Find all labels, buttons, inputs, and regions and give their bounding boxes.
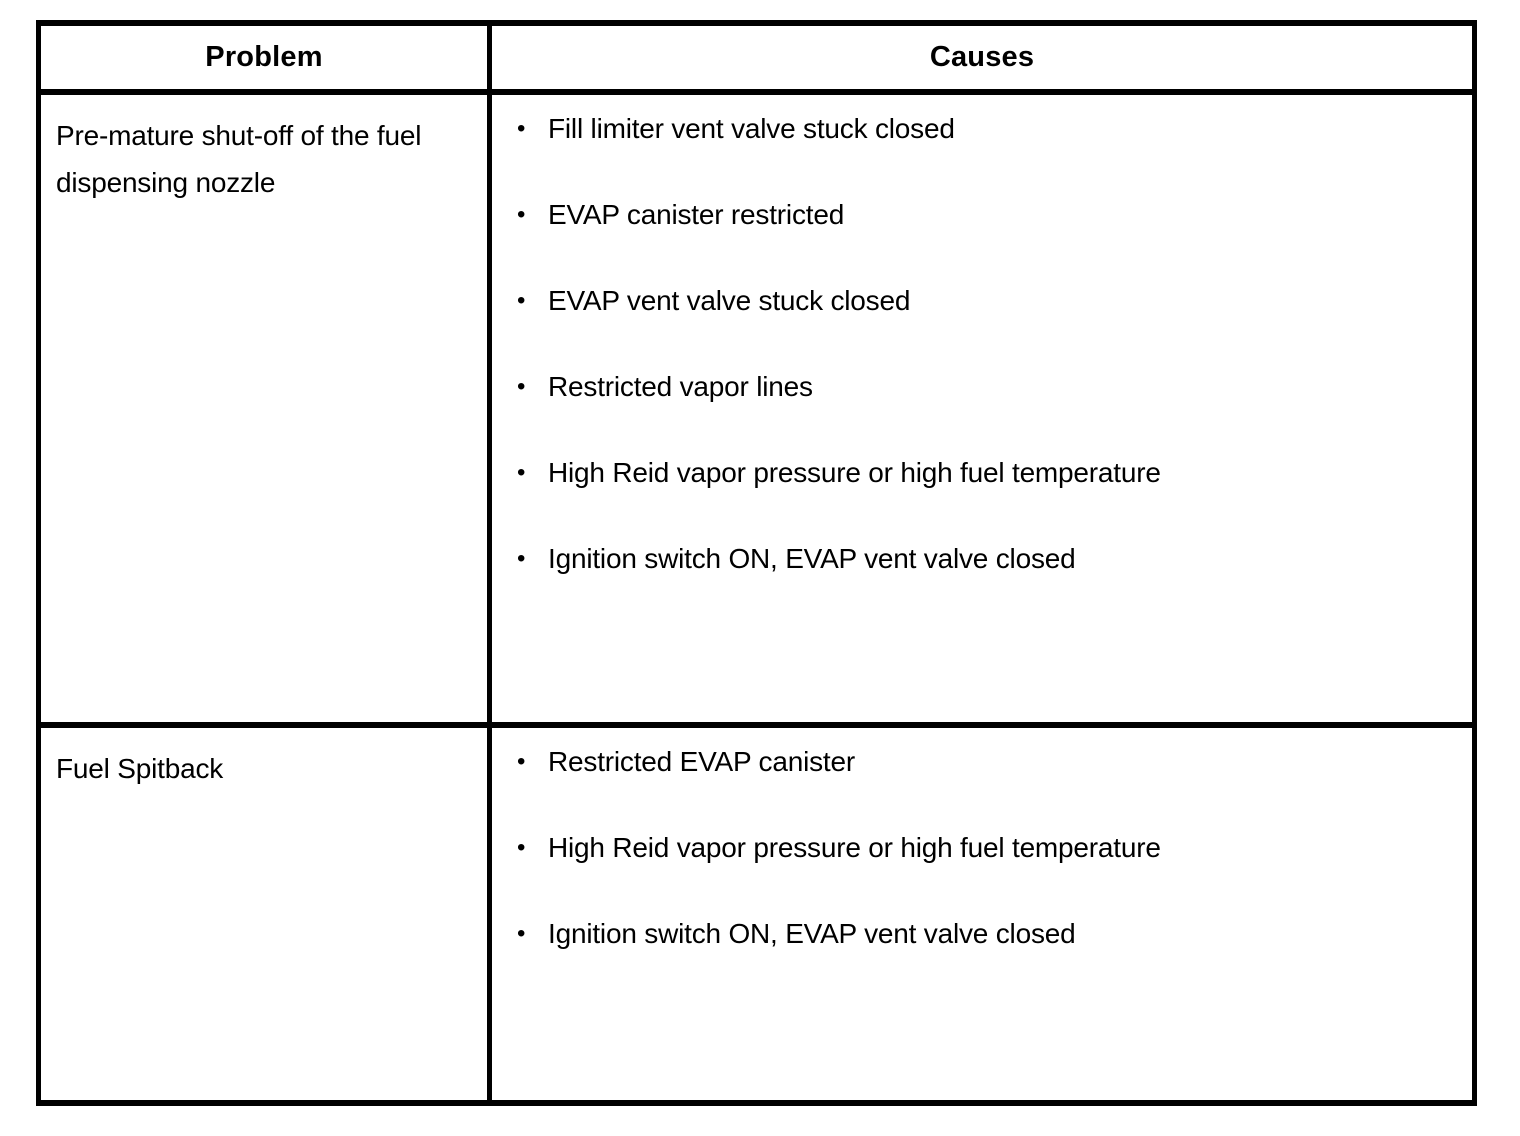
- cause-text: EVAP canister restricted: [548, 199, 845, 230]
- bullet-icon: •: [517, 545, 526, 572]
- cause-item: • Ignition switch ON, EVAP vent valve cl…: [512, 914, 1462, 954]
- bullet-icon: •: [517, 834, 526, 861]
- cause-text: Restricted EVAP canister: [548, 746, 855, 777]
- cause-text: Restricted vapor lines: [548, 371, 813, 402]
- bullet-icon: •: [517, 287, 526, 314]
- cause-text: EVAP vent valve stuck closed: [548, 285, 911, 316]
- problem-causes-table: Problem Causes Pre-mature shut-off of th…: [36, 20, 1477, 1106]
- cause-item: • Fill limiter vent valve stuck closed: [512, 109, 1462, 149]
- cause-text: Ignition switch ON, EVAP vent valve clos…: [548, 543, 1076, 574]
- cause-item: • High Reid vapor pressure or high fuel …: [512, 453, 1462, 493]
- bullet-icon: •: [517, 459, 526, 486]
- column-header-causes: Causes: [487, 20, 1477, 95]
- bullet-icon: •: [517, 373, 526, 400]
- cause-text: High Reid vapor pressure or high fuel te…: [548, 457, 1161, 488]
- table-row-fuel-spitback: Fuel Spitback • Restricted EVAP canister…: [36, 722, 1477, 1106]
- cause-item: • Restricted EVAP canister: [512, 742, 1462, 782]
- cause-text: High Reid vapor pressure or high fuel te…: [548, 832, 1161, 863]
- header-row: Problem Causes: [36, 20, 1477, 95]
- cause-item: • Restricted vapor lines: [512, 367, 1462, 407]
- cause-item: • EVAP vent valve stuck closed: [512, 281, 1462, 321]
- bullet-icon: •: [517, 920, 526, 947]
- bullet-icon: •: [517, 748, 526, 775]
- bullet-icon: •: [517, 115, 526, 142]
- cause-item: • Ignition switch ON, EVAP vent valve cl…: [512, 539, 1462, 579]
- cause-text: Fill limiter vent valve stuck closed: [548, 113, 955, 144]
- bullet-icon: •: [517, 201, 526, 228]
- problem-text: Fuel Spitback: [56, 753, 224, 784]
- cause-item: • EVAP canister restricted: [512, 195, 1462, 235]
- causes-cell: • Restricted EVAP canister • High Reid v…: [487, 722, 1477, 1106]
- table-row-premature-shutoff: Pre-mature shut-off of the fuel dispensi…: [36, 89, 1477, 728]
- problem-text: Pre-mature shut-off of the fuel dispensi…: [56, 120, 422, 198]
- column-header-problem: Problem: [36, 20, 492, 95]
- cause-text: Ignition switch ON, EVAP vent valve clos…: [548, 918, 1076, 949]
- problem-cell: Pre-mature shut-off of the fuel dispensi…: [36, 89, 492, 728]
- causes-cell: • Fill limiter vent valve stuck closed •…: [487, 89, 1477, 728]
- cause-item: • High Reid vapor pressure or high fuel …: [512, 828, 1462, 868]
- problem-cell: Fuel Spitback: [36, 722, 492, 1106]
